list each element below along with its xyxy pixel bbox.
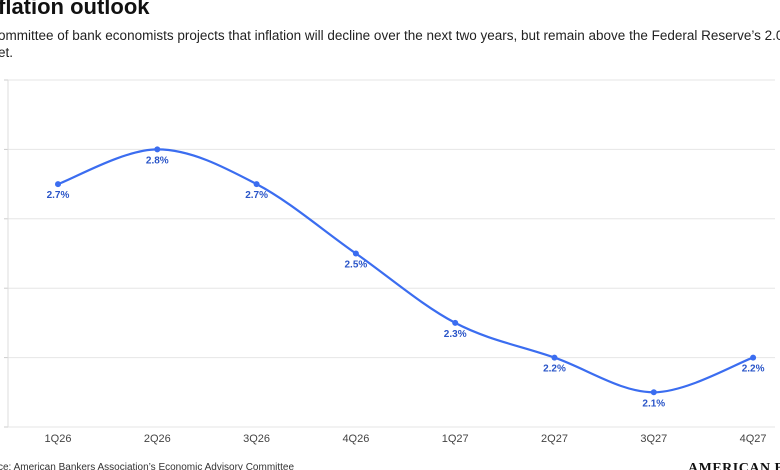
value-label: 2.7% bbox=[47, 190, 70, 201]
chart-title: flation outlook bbox=[0, 0, 150, 19]
x-tick-label: 3Q27 bbox=[640, 433, 667, 445]
x-tick-label: 4Q26 bbox=[342, 433, 369, 445]
point bbox=[551, 354, 558, 361]
point bbox=[650, 389, 657, 396]
line bbox=[57, 148, 754, 394]
x-tick-label: 1Q27 bbox=[442, 433, 469, 445]
value-label: 2.2% bbox=[742, 364, 765, 375]
source: ce: American Bankers Association’s Econo… bbox=[0, 462, 294, 470]
value-label: 2.3% bbox=[444, 329, 467, 340]
x-tick-label: 2Q27 bbox=[541, 433, 568, 445]
value-label: 2.1% bbox=[642, 398, 665, 409]
chart-subtitle: ommittee of bank economists projects tha… bbox=[0, 28, 780, 43]
point bbox=[154, 146, 161, 153]
value-label: 2.2% bbox=[543, 364, 566, 375]
point bbox=[750, 354, 757, 361]
point bbox=[452, 319, 459, 326]
value-label: 2.5% bbox=[345, 260, 368, 271]
value-label: 2.8% bbox=[146, 155, 169, 166]
x-tick-label: 2Q26 bbox=[144, 433, 171, 445]
x-tick-label: 1Q26 bbox=[45, 433, 72, 445]
chart-subtitle: et. bbox=[0, 45, 13, 60]
point bbox=[55, 181, 61, 188]
logo: AMERICAN BAN bbox=[688, 461, 780, 470]
point bbox=[352, 250, 359, 257]
value-label: 2.7% bbox=[245, 190, 268, 201]
point bbox=[253, 181, 260, 188]
x-tick-label: 3Q26 bbox=[243, 433, 270, 445]
x-tick-label: 4Q27 bbox=[740, 433, 767, 445]
